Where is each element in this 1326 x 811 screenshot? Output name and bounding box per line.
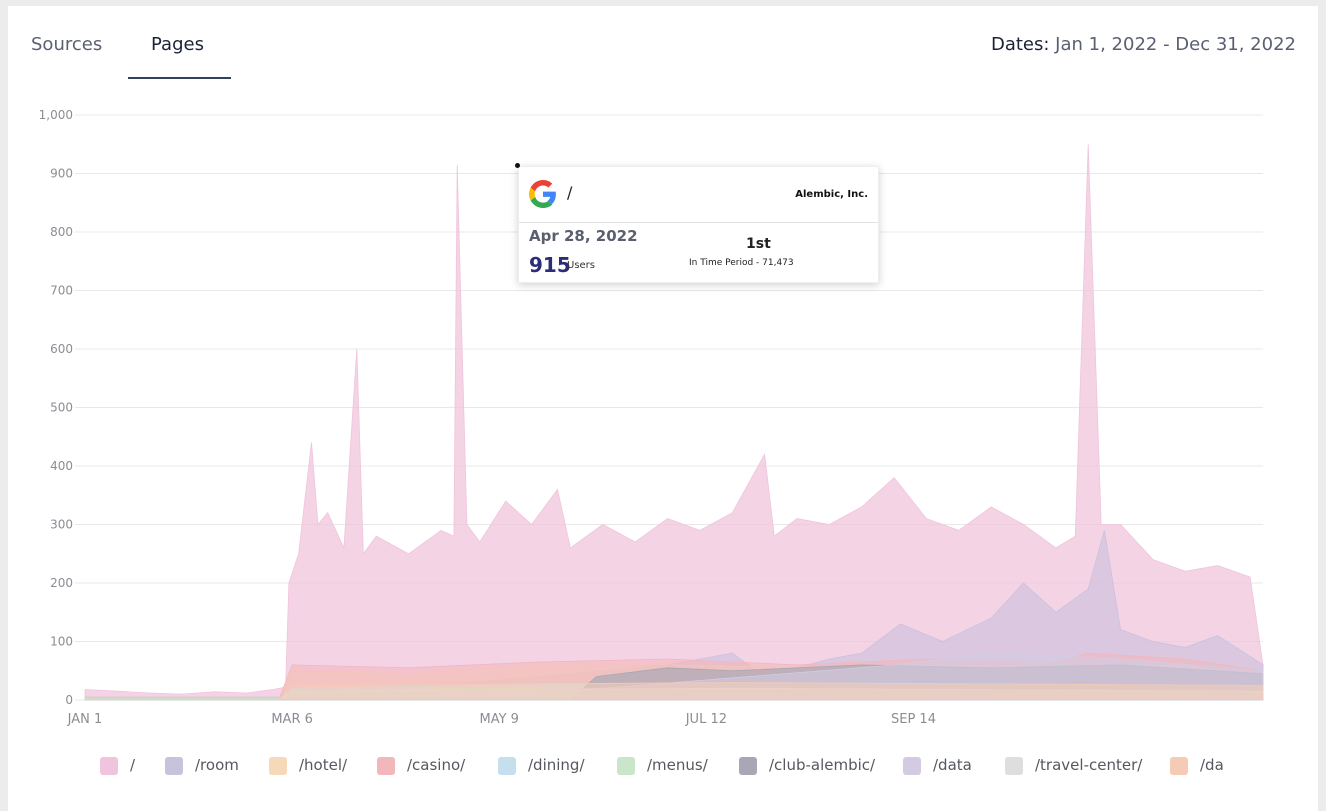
y-tick-label: 1,000 xyxy=(39,108,73,122)
date-range-label: Dates: xyxy=(990,34,1050,55)
y-tick-label: 600 xyxy=(50,342,73,356)
y-tick-label: 400 xyxy=(50,459,73,473)
series-areas xyxy=(84,144,1264,701)
date-range-value: Jan 1, 2022 - Dec 31, 2022 xyxy=(1055,34,1296,55)
legend-swatch xyxy=(269,757,287,775)
y-tick-label: 700 xyxy=(50,284,73,298)
active-tab-indicator xyxy=(128,77,231,79)
y-axis: 0 100 200 300 400 500 600 700 800 900 1,000 xyxy=(39,108,73,707)
x-tick-label: JUL 12 xyxy=(685,712,727,727)
tooltip-page: / xyxy=(567,183,573,202)
tab-sources[interactable]: Sources xyxy=(31,34,103,55)
legend-swatch xyxy=(739,757,757,775)
y-tick-label: 100 xyxy=(50,635,73,649)
legend-label: /travel-center/ xyxy=(1035,756,1143,774)
date-range[interactable]: Dates: Jan 1, 2022 - Dec 31, 2022 xyxy=(991,34,1296,56)
legend-swatch xyxy=(498,757,516,775)
x-tick-label: SEP 14 xyxy=(891,712,936,727)
legend-label: /dining/ xyxy=(528,756,585,774)
y-tick-label: 800 xyxy=(50,225,73,239)
legend-swatch xyxy=(100,757,118,775)
y-tick-label: 0 xyxy=(65,693,73,707)
legend-label: / xyxy=(130,756,136,774)
tooltip-period: In Time Period - 71,473 xyxy=(689,258,794,268)
series-area[interactable] xyxy=(84,144,1264,701)
legend-label: /hotel/ xyxy=(299,756,348,774)
legend-swatch xyxy=(1170,757,1188,775)
legend-swatch xyxy=(617,757,635,775)
x-tick-label: MAR 6 xyxy=(271,712,313,727)
legend-label: /room xyxy=(195,756,239,774)
tooltip-unit: Users xyxy=(567,260,596,271)
legend-label: /club-alembic/ xyxy=(769,756,876,774)
y-tick-label: 300 xyxy=(50,518,73,532)
tab-bar: Sources Pages xyxy=(8,6,408,86)
tab-pages[interactable]: Pages xyxy=(151,34,204,55)
hover-marker xyxy=(515,163,520,168)
legend-label: /da xyxy=(1200,756,1224,774)
legend-swatch xyxy=(377,757,395,775)
y-tick-label: 200 xyxy=(50,576,73,590)
area-chart[interactable]: 0 100 200 300 400 500 600 700 800 900 1,000 JAN 1 M… xyxy=(8,6,1318,746)
tooltip-header: / Alembic, Inc. xyxy=(519,167,878,223)
legend-swatch xyxy=(165,757,183,775)
x-axis: JAN 1 MAR 6 MAY 9 JUL 12 SEP 14 xyxy=(67,712,936,727)
legend-label: /data xyxy=(933,756,972,774)
x-tick-label: JAN 1 xyxy=(67,712,103,727)
legend-swatch xyxy=(1005,757,1023,775)
chart-legend: / /room/hotel/ /casino/ /dining/ /menus/ /clu… xyxy=(8,751,1318,781)
data-tooltip: / Alembic, Inc. Apr 28, 2022 915 Users 1… xyxy=(518,166,879,283)
tooltip-date: Apr 28, 2022 xyxy=(529,227,638,245)
y-tick-label: 900 xyxy=(50,167,73,181)
legend-label: /casino/ xyxy=(407,756,466,774)
x-tick-label: MAY 9 xyxy=(480,712,519,727)
google-g-icon xyxy=(529,180,556,208)
legend-swatch xyxy=(903,757,921,775)
chart-card: Sources Pages Dates: Jan 1, 2022 - Dec 3… xyxy=(8,6,1318,811)
legend-label: /menus/ xyxy=(647,756,708,774)
y-tick-label: 500 xyxy=(50,401,73,415)
tooltip-company: Alembic, Inc. xyxy=(795,189,868,200)
tooltip-value: 915 xyxy=(529,253,571,277)
tooltip-rank: 1st xyxy=(746,236,771,252)
